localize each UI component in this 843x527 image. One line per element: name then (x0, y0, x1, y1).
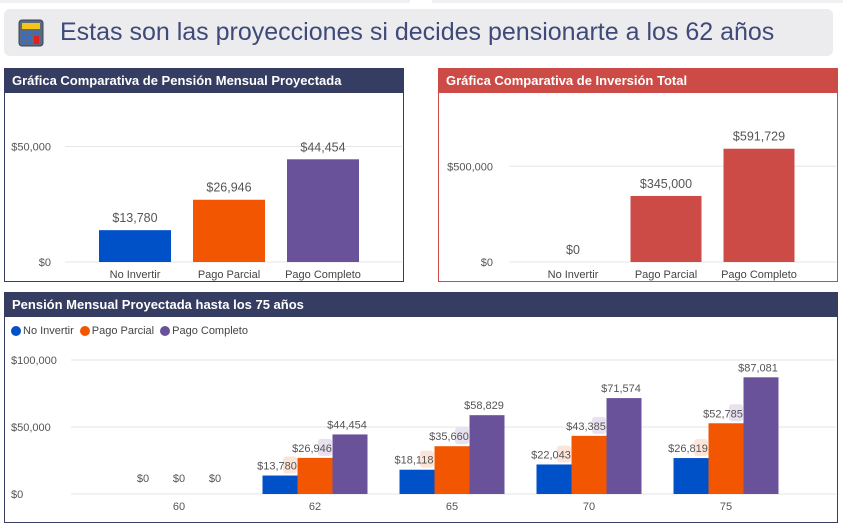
data-label: $591,729 (733, 130, 785, 144)
bar (193, 199, 265, 262)
data-label: $44,454 (300, 140, 345, 154)
y-tick-label: $100,000 (11, 355, 57, 367)
data-label: $26,819 (668, 443, 708, 455)
legend-label: No Invertir (23, 325, 74, 337)
bar (287, 159, 359, 262)
data-label: $0 (566, 243, 580, 257)
bar (673, 458, 709, 494)
bar (536, 464, 572, 494)
x-tick-label: 65 (446, 501, 458, 513)
data-label-bg (592, 416, 606, 434)
x-tick-label: Pago Completo (721, 269, 797, 281)
bar (262, 475, 298, 494)
total-investment-comparison-panel: Gráfica Comparativa de Inversión Total $… (438, 68, 838, 282)
data-label: $44,454 (327, 419, 367, 431)
bar (708, 423, 744, 494)
calculator-icon (18, 19, 44, 47)
data-label-bg (694, 439, 708, 457)
legend-dot (79, 326, 90, 336)
legend-label: Pago Completo (172, 325, 248, 337)
data-label: $0 (173, 473, 185, 485)
x-tick-label: 75 (720, 501, 732, 513)
x-tick-label: No Invertir (548, 269, 599, 281)
legend-item-pago-completo[interactable]: Pago Completo (160, 325, 248, 337)
bar (332, 434, 368, 494)
legend-item-pago-parcial[interactable]: Pago Parcial (79, 325, 155, 337)
panel-title: Pensión Mensual Proyectada hasta los 75 … (5, 293, 837, 317)
bar (469, 415, 505, 494)
bar (297, 457, 333, 494)
chart-legend: No Invertir Pago Parcial Pago Completo (11, 325, 254, 337)
x-tick-label: Pago Parcial (635, 269, 697, 281)
legend-item-no-invertir[interactable]: No Invertir (11, 325, 74, 337)
data-label: $52,785 (703, 408, 743, 420)
pension-projection-chart: $0 $50,000 $100,000 60 $0 $0 $0 62 $13,780 $26,94… (11, 355, 836, 513)
y-tick-label: $0 (11, 489, 23, 501)
bar (571, 435, 607, 494)
x-tick-label: 62 (309, 501, 321, 513)
data-label-bg (420, 450, 434, 468)
data-label: $22,043 (531, 449, 571, 461)
data-label: $18,118 (395, 455, 434, 467)
legend-dot (160, 326, 171, 336)
data-label: $43,385 (566, 421, 606, 433)
data-label: $13,780 (257, 461, 297, 473)
monthly-pension-comparison-chart: $0 $50,000 $13,780 No Invertir $26,946 Pago P… (11, 140, 402, 281)
data-label-bg (455, 427, 469, 445)
banner-title: Estas son las proyecciones si decides pe… (60, 18, 775, 46)
data-label: $0 (209, 473, 221, 485)
legend-label: Pago Parcial (91, 325, 155, 337)
bar (723, 148, 795, 262)
y-tick-label: $0 (39, 257, 51, 269)
y-tick-label: $500,000 (447, 161, 493, 173)
top-strip-right (432, 0, 843, 3)
bar (630, 195, 702, 262)
top-strip-left (0, 0, 410, 3)
data-label: $26,946 (292, 443, 332, 455)
data-label: $345,000 (640, 177, 692, 191)
y-tick-label: $50,000 (11, 422, 51, 434)
data-label: $87,081 (738, 362, 778, 374)
data-label-bg (283, 456, 297, 474)
x-tick-label: 70 (583, 501, 595, 513)
x-tick-label: Pago Parcial (198, 269, 260, 281)
data-label-bg (557, 445, 571, 463)
x-tick-label: 60 (173, 501, 185, 513)
data-label: $35,660 (429, 431, 469, 443)
bar (434, 446, 470, 494)
bar (743, 377, 779, 494)
y-tick-label: $50,000 (11, 141, 51, 153)
bar (99, 230, 171, 262)
data-label-bg (318, 438, 332, 456)
x-tick-label: Pago Completo (285, 269, 361, 281)
y-tick-label: $0 (481, 257, 493, 269)
data-label: $0 (137, 473, 149, 485)
monthly-pension-comparison-panel: Gráfica Comparativa de Pensión Mensual P… (4, 68, 404, 282)
pension-projection-panel: Pensión Mensual Proyectada hasta los 75 … (4, 292, 838, 523)
x-tick-label: No Invertir (110, 269, 161, 281)
bar (606, 398, 642, 494)
legend-dot (11, 326, 21, 336)
total-investment-comparison-chart: $0 $500,000 $0 No Invertir $345,000 Pago Parc… (447, 130, 836, 281)
data-label: $13,780 (112, 211, 157, 225)
data-label: $26,946 (206, 181, 251, 195)
projection-banner: Estas son las proyecciones si decides pe… (4, 9, 833, 56)
bar (399, 469, 435, 494)
panel-title: Gráfica Comparativa de Pensión Mensual P… (5, 69, 403, 93)
data-label: $58,829 (464, 400, 504, 412)
data-label: $71,574 (601, 383, 641, 395)
panel-title: Gráfica Comparativa de Inversión Total (439, 69, 837, 93)
data-label-bg (729, 404, 743, 422)
